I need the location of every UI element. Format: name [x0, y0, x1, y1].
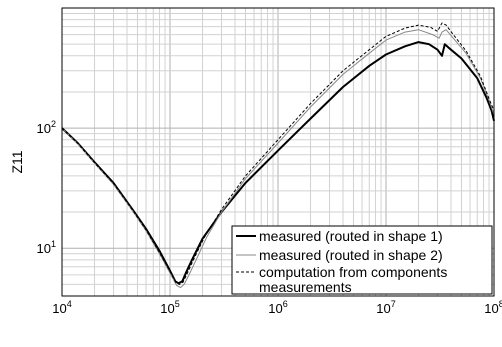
- plot-frame: [61, 7, 495, 297]
- x-tick-label: 108: [484, 299, 502, 316]
- tick-base: 10: [37, 241, 51, 256]
- x-tick-label: 106: [268, 299, 287, 316]
- series-group: [61, 22, 495, 289]
- legend: measured (routed in shape 1) measured (ro…: [231, 225, 493, 295]
- y-tick-label: 102: [37, 119, 56, 136]
- x-tick-label: 104: [52, 299, 71, 316]
- tick-exponent: 4: [67, 299, 72, 309]
- legend-label-3: computation from components measurements: [259, 264, 447, 295]
- tick-exponent: 2: [51, 119, 56, 129]
- tick-base: 10: [160, 301, 174, 316]
- tick-base: 10: [37, 121, 51, 136]
- legend-box: [231, 225, 493, 295]
- tick-base: 10: [376, 301, 390, 316]
- legend-label-2: measured (routed in shape 2): [259, 247, 443, 263]
- tick-exponent: 8: [499, 299, 502, 309]
- tick-base: 10: [268, 301, 282, 316]
- x-tick-label: 107: [376, 299, 395, 316]
- tick-exponent: 5: [175, 299, 180, 309]
- series-line-1: [61, 41, 495, 285]
- x-tick-label: 105: [160, 299, 179, 316]
- legend-label-line: measurements: [259, 279, 352, 295]
- y-axis-label: Z11: [9, 150, 25, 173]
- tick-exponent: 7: [391, 299, 396, 309]
- tick-exponent: 6: [283, 299, 288, 309]
- y-tick-label: 101: [37, 239, 56, 256]
- tick-exponent: 1: [51, 239, 56, 249]
- legend-label-line: computation from components: [259, 264, 447, 280]
- legend-label-1: measured (routed in shape 1): [259, 228, 443, 244]
- tick-base: 10: [484, 301, 498, 316]
- series-line-3: [61, 22, 495, 285]
- tick-base: 10: [52, 301, 66, 316]
